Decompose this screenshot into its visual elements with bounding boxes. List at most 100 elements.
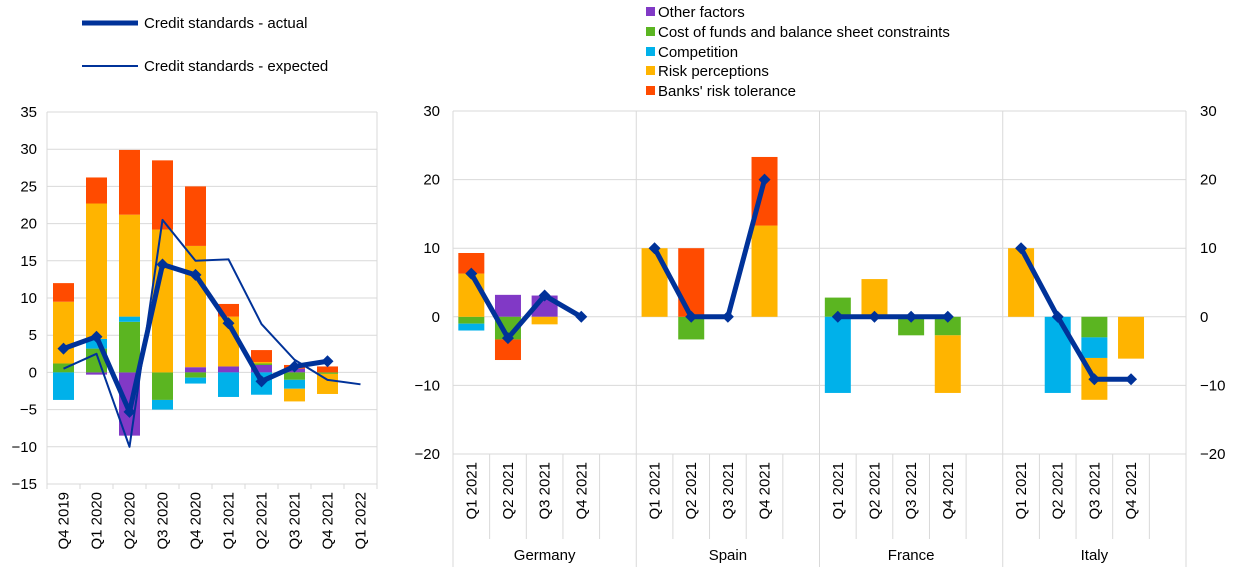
y-tick-label-right: 0 [1200, 309, 1208, 326]
expected-line [63, 218, 361, 448]
y-tick-label-right: 30 [1200, 103, 1217, 120]
euro-area-bar-risk-perceptions [251, 361, 272, 364]
y-tick-label: 0 [29, 364, 37, 381]
x-tick-label: Q1 2021 [463, 462, 480, 520]
euro-area-bar-cost-of-funds-and-balance-sheet-constraints [317, 372, 338, 374]
italy-bar-risk-perceptions [1118, 316, 1145, 359]
italy-actual-marker [1125, 373, 1138, 386]
euro-area-bar-competition [152, 399, 173, 410]
x-tick-label: Q3 2021 [903, 462, 920, 520]
y-tick-label: 10 [20, 290, 37, 307]
actual-marker [222, 317, 235, 330]
group-label-spain: Spain [709, 547, 747, 564]
x-tick-label: Q2 2021 [866, 462, 883, 520]
euro-area-bar-competition [86, 338, 107, 349]
x-tick-label: Q2 2021 [500, 462, 517, 520]
euro-area-bar-other-factors [185, 367, 206, 373]
x-tick-label: Q4 2021 [573, 462, 590, 520]
euro-area-bar-competition [185, 377, 206, 384]
france-bar-cost-of-funds-and-balance-sheet-constraints [824, 297, 851, 317]
euro-area-bar-other-factors [86, 372, 107, 375]
spain-actual-marker [721, 310, 734, 323]
x-tick-label: Q1 2021 [221, 492, 238, 550]
y-tick-label: 15 [20, 253, 37, 270]
x-tick-label: Q3 2021 [720, 462, 737, 520]
x-tick-label: Q4 2021 [1123, 462, 1140, 520]
germany-actual-marker [575, 310, 588, 323]
italy-bar-cost-of-funds-and-balance-sheet-constraints [1081, 316, 1108, 338]
euro-area-bar-banks-risk-tolerance [86, 177, 107, 204]
euro-area-bar-risk-perceptions [317, 373, 338, 394]
x-tick-label: Q4 2021 [320, 492, 337, 550]
euro-area-bar-risk-perceptions [185, 245, 206, 368]
germany-actual-marker [501, 332, 514, 345]
euro-area-bar-risk-perceptions [119, 214, 140, 317]
x-tick-label: Q3 2021 [287, 492, 304, 550]
y-tick-label: 35 [20, 104, 37, 121]
france-bar-risk-perceptions [861, 279, 888, 317]
italy-actual-marker [1015, 242, 1028, 255]
x-tick-label: Q1 2021 [1013, 462, 1030, 520]
italy-bar-risk-perceptions [1008, 248, 1035, 317]
y-tick-label: −5 [20, 402, 37, 419]
germany-bar-competition [458, 323, 485, 331]
x-tick-label: Q4 2019 [56, 492, 73, 550]
spain-bar-cost-of-funds-and-balance-sheet-constraints [678, 316, 705, 340]
x-tick-label: Q2 2021 [683, 462, 700, 520]
legend-actual-label: Credit standards - actual [144, 15, 307, 32]
legend-other-label: Other factors [658, 4, 745, 21]
actual-marker [321, 355, 334, 368]
x-tick-label: Q1 2022 [353, 492, 370, 550]
actual-marker [123, 405, 136, 418]
x-tick-label: Q2 2021 [254, 492, 271, 550]
spain-bar-risk-perceptions [751, 225, 778, 317]
legend-risk-tolerance-swatch [646, 86, 655, 95]
x-tick-label: Q3 2021 [1086, 462, 1103, 520]
euro-area-bar-cost-of-funds-and-balance-sheet-constraints [284, 372, 305, 380]
spain-bar-risk-perceptions [641, 248, 668, 317]
france-bar-risk-perceptions [934, 335, 961, 393]
spain-actual-marker [685, 310, 698, 323]
euro-area-bar-banks-risk-tolerance [53, 283, 74, 302]
group-label-france: France [888, 547, 935, 564]
group-label-italy: Italy [1081, 547, 1109, 564]
x-tick-label: Q2 2020 [122, 492, 139, 550]
germany-bar-other-factors [494, 294, 521, 317]
france-actual-marker [941, 310, 954, 323]
y-tick-label-right: 10 [1200, 240, 1217, 257]
france-bar-cost-of-funds-and-balance-sheet-constraints [898, 316, 925, 336]
y-tick-label: 25 [20, 178, 37, 195]
legend-cost-label: Cost of funds and balance sheet constrai… [658, 24, 950, 41]
legend-risk-perceptions-swatch [646, 66, 655, 75]
germany-bar-banks-risk-tolerance [494, 339, 521, 361]
france-actual-marker [905, 310, 918, 323]
x-tick-label: Q1 2021 [830, 462, 847, 520]
euro-area-bar-risk-perceptions [86, 203, 107, 339]
spain-actual-line [652, 178, 767, 320]
actual-marker [156, 258, 169, 271]
actual-marker [189, 268, 202, 281]
actual-marker [57, 342, 70, 355]
x-tick-label: Q4 2021 [757, 462, 774, 520]
y-tick-label: 5 [29, 327, 37, 344]
euro-area-bar-banks-risk-tolerance [251, 350, 272, 362]
euro-area-bar-cost-of-funds-and-balance-sheet-constraints [185, 372, 206, 378]
y-tick-label: 20 [20, 216, 37, 233]
legend-competition-swatch [646, 47, 655, 56]
legend-cost-swatch [646, 27, 655, 36]
germany-actual-line [469, 272, 583, 341]
y-tick-label-left: 10 [423, 240, 440, 257]
y-tick-label-right: −10 [1200, 377, 1225, 394]
legend-risk-perceptions-label: Risk perceptions [658, 63, 769, 80]
country-plot: −20 −20 −10 −10 0 0 10 10 20 20 30 30 Q1 2021 Q2 2021… [415, 103, 1225, 567]
euro-area-bar-banks-risk-tolerance [152, 160, 173, 230]
spain-actual-marker [758, 173, 771, 186]
spain-bar-banks-risk-tolerance [678, 248, 705, 317]
italy-actual-marker [1088, 373, 1101, 386]
x-tick-label: Q2 2021 [1050, 462, 1067, 520]
x-tick-label: Q1 2020 [89, 492, 106, 550]
legend-other-swatch [646, 7, 655, 16]
group-label-germany: Germany [514, 547, 576, 564]
euro-area-bar-cost-of-funds-and-balance-sheet-constraints [152, 372, 173, 400]
